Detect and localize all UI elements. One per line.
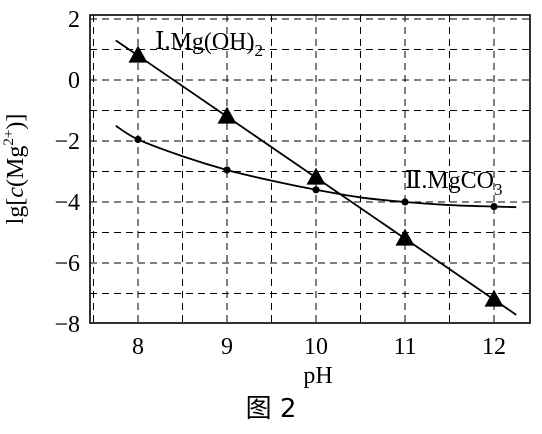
series-layer [115, 39, 517, 316]
x-tick-label: 9 [221, 334, 233, 360]
series-1-point [217, 106, 237, 124]
y-tick-label: 2 [68, 7, 80, 33]
series-2-label: Ⅱ.MgCO3 [405, 168, 503, 199]
x-tick-label: 8 [132, 334, 144, 360]
series-1-point [306, 167, 326, 185]
series-2-point [312, 186, 320, 194]
series-1-point [395, 228, 415, 246]
y-tick-label: −2 [54, 129, 80, 155]
x-tick-label: 12 [482, 334, 506, 360]
y-tick-label: −4 [54, 190, 80, 216]
x-axis-label: pH [303, 363, 332, 389]
x-tick-label: 10 [304, 334, 328, 360]
series-2-point [134, 135, 142, 144]
series-2-point [490, 202, 498, 211]
y-tick-label: −8 [54, 312, 80, 338]
figure-caption: 图 2 [246, 394, 297, 424]
series-1-point [128, 45, 148, 63]
grid-layer [90, 15, 530, 323]
series-1-label: Ⅰ.Mg(OH)2 [155, 29, 263, 60]
tick-labels: 8 9 10 11 12 2 0 −2 −4 −6 −8 [54, 7, 506, 360]
series-1-point [484, 289, 504, 307]
series-2-point [223, 166, 231, 174]
y-tick-label: −6 [54, 251, 80, 277]
y-axis-label: lg[c(Mg2+)] [1, 114, 29, 225]
series-2-point [401, 198, 409, 206]
plot-frame [89, 14, 531, 324]
y-tick-label: 0 [68, 68, 80, 94]
x-tick-label: 11 [393, 334, 416, 360]
